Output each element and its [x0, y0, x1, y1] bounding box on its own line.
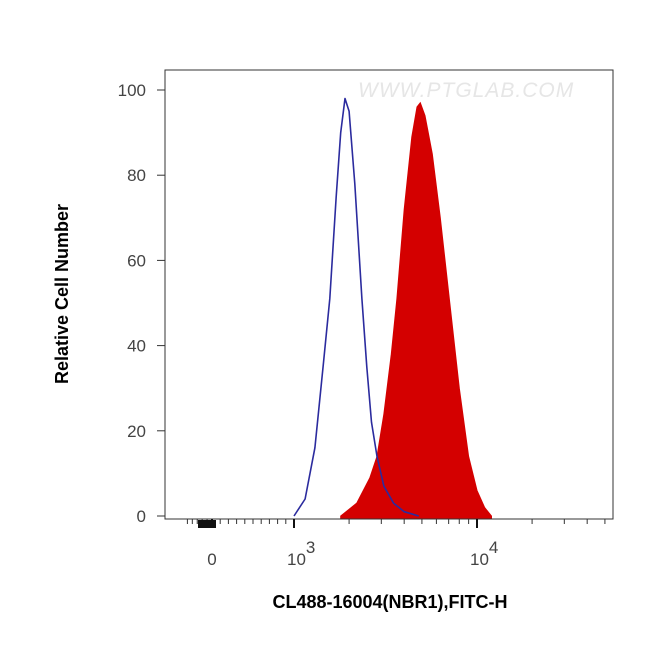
y-tick-label: 0 [137, 507, 146, 526]
x-tick-exponent: 4 [489, 538, 498, 557]
sample-histogram-filled [340, 101, 492, 520]
watermark: WWW.PTGLAB.COM [358, 79, 574, 102]
x-tick-label: 104 [470, 538, 498, 569]
y-tick-label: 100 [118, 81, 146, 100]
control-histogram-outline [293, 97, 419, 517]
x-tick-label: 103 [287, 538, 315, 569]
x-tick-exponent: 3 [306, 538, 315, 557]
y-axis-label: Relative Cell Number [52, 204, 72, 384]
y-tick-label: 40 [127, 337, 146, 356]
y-tick-label: 20 [127, 422, 146, 441]
x-zero-region-ticks [198, 520, 216, 528]
y-tick-label: 80 [127, 166, 146, 185]
plot-frame [164, 69, 614, 520]
y-tick-label: 60 [127, 251, 146, 270]
x-axis-label: CL488-16004(NBR1),FITC-H [272, 592, 507, 612]
x-tick-label: 0 [207, 550, 216, 569]
